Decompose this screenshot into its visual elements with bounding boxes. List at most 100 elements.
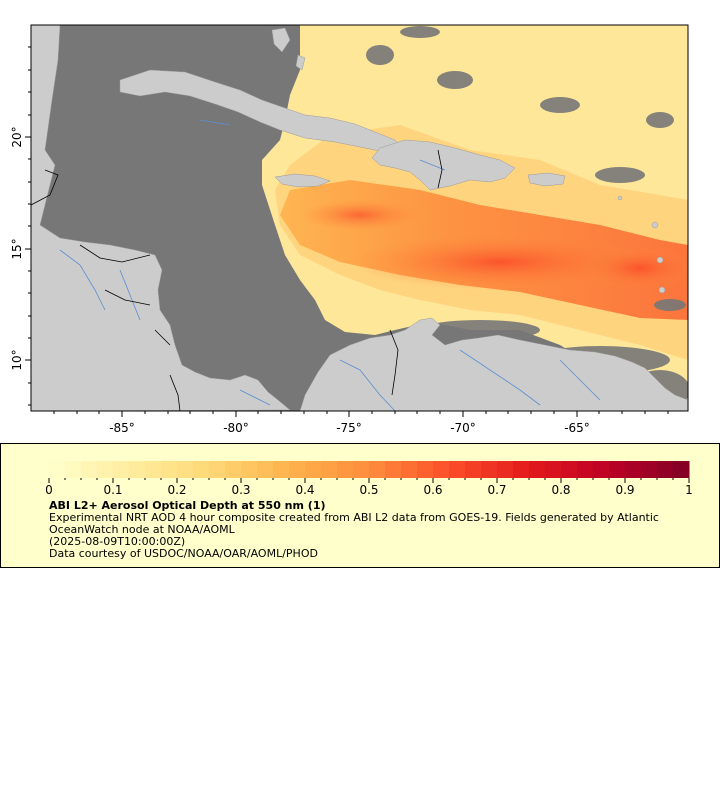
land-lesser-antilles <box>658 286 666 294</box>
x-tick-label: -80° <box>223 421 249 435</box>
colorbar-cell <box>321 461 338 478</box>
x-tick-label: -65° <box>564 421 590 435</box>
land-south-america <box>299 317 688 411</box>
colorbar-cell <box>129 461 146 478</box>
y-tick-label: 20° <box>10 126 24 147</box>
colorbar-cell <box>337 461 354 478</box>
colorbar-tick-label: 0.8 <box>551 483 570 497</box>
colorbar-cell <box>465 461 482 478</box>
aod-high-core-west <box>300 199 420 231</box>
colorbar-cell <box>113 461 130 478</box>
colorbar-cell <box>209 461 226 478</box>
colorbar-cell <box>529 461 546 478</box>
colorbar-cell <box>609 461 626 478</box>
cloud-gap <box>366 45 394 65</box>
colorbar-cell <box>225 461 242 478</box>
x-tick-label: -70° <box>450 421 476 435</box>
minor-ticks <box>28 46 669 414</box>
colorbar-cell <box>497 461 514 478</box>
colorbar-tick-label: 0.9 <box>615 483 634 497</box>
cloud-gap <box>654 299 686 311</box>
colorbar-cell <box>177 461 194 478</box>
colorbar-tick-label: 0.7 <box>487 483 506 497</box>
colorbar-cell <box>449 461 466 478</box>
land-layer <box>31 25 688 411</box>
colorbar-cell <box>385 461 402 478</box>
legend-credit: Data courtesy of USDOC/NOAA/OAR/AOML/PHO… <box>49 547 318 560</box>
x-tick-label: -85° <box>109 421 135 435</box>
land-bahamas <box>295 54 306 71</box>
aod-high-core-east <box>580 246 688 290</box>
colorbar: 0 0.1 0.2 0.3 0.4 0.5 0.6 0.7 0.8 0.9 1 <box>45 461 693 497</box>
colorbar-tick-label: 0.6 <box>423 483 442 497</box>
map-frame <box>30 24 689 412</box>
y-tick-marks <box>25 136 31 361</box>
colorbar-cell <box>625 461 642 478</box>
cloud-gap <box>400 26 440 38</box>
colorbar-cell <box>353 461 370 478</box>
colorbar-cell <box>257 461 274 478</box>
cloud-gap <box>420 320 540 340</box>
colorbar-tick-label: 0 <box>45 483 53 497</box>
legend-timestamp: (2025-08-09T10:00:00Z) <box>49 535 186 548</box>
land-hispaniola <box>371 139 516 191</box>
colorbar-cell <box>673 461 690 478</box>
land-puerto-rico <box>527 172 566 187</box>
colorbar-cell <box>49 461 66 478</box>
colorbar-cell <box>369 461 386 478</box>
colorbar-tick-label: 0.2 <box>167 483 186 497</box>
colorbar-cell <box>145 461 162 478</box>
land-bahamas <box>271 27 291 53</box>
colorbar-cell <box>545 461 562 478</box>
colorbar-cell <box>481 461 498 478</box>
colorbar-cell <box>577 461 594 478</box>
cloud-gap <box>540 97 580 113</box>
colorbar-cell <box>641 461 658 478</box>
colorbar-cell <box>289 461 306 478</box>
legend-panel: 0 0.1 0.2 0.3 0.4 0.5 0.6 0.7 0.8 0.9 1 ABI L2+ Ae… <box>0 443 720 568</box>
legend-text: ABI L2+ Aerosol Optical Depth at 550 nm … <box>49 500 689 560</box>
colorbar-cell <box>417 461 434 478</box>
land-lesser-antilles <box>656 256 664 264</box>
colorbar-tick-label: 1 <box>685 483 693 497</box>
colorbar-cell <box>657 461 674 478</box>
aod-high-core <box>350 234 650 290</box>
aod-map: -85° -80° -75° -70° -65° 20° 15° 10° <box>10 24 689 435</box>
colorbar-cell <box>241 461 258 478</box>
colorbar-labels: 0 0.1 0.2 0.3 0.4 0.5 0.6 0.7 0.8 0.9 1 <box>45 483 693 497</box>
cloud-gap <box>437 71 473 89</box>
colorbar-cells <box>49 461 690 478</box>
cloud-gap <box>595 167 645 183</box>
land-jamaica <box>274 173 331 188</box>
colorbar-cell <box>513 461 530 478</box>
colorbar-ticks <box>48 478 690 483</box>
colorbar-cell <box>81 461 98 478</box>
x-tick-marks <box>121 411 578 417</box>
land-central-america <box>31 25 291 411</box>
colorbar-cell <box>593 461 610 478</box>
legend-title: ABI L2+ Aerosol Optical Depth at 550 nm … <box>49 499 326 512</box>
colorbar-cell <box>561 461 578 478</box>
colorbar-tick-label: 0.3 <box>231 483 250 497</box>
colorbar-tick-label: 0.4 <box>295 483 314 497</box>
land-lesser-antilles <box>651 221 659 229</box>
colorbar-cell <box>97 461 114 478</box>
legend-description: Experimental NRT AOD 4 hour composite cr… <box>49 511 659 536</box>
colorbar-cell <box>305 461 322 478</box>
aod-layer <box>262 25 688 410</box>
colorbar-cell <box>401 461 418 478</box>
rivers <box>59 119 601 411</box>
cloud-gap <box>646 112 674 128</box>
colorbar-tick-label: 0.1 <box>103 483 122 497</box>
y-tick-label: 15° <box>10 238 24 259</box>
colorbar-cell <box>65 461 82 478</box>
colorbar-cell <box>161 461 178 478</box>
colorbar-cell <box>273 461 290 478</box>
colorbar-tick-label: 0.5 <box>359 483 378 497</box>
colorbar-cell <box>433 461 450 478</box>
x-tick-label: -75° <box>336 421 362 435</box>
y-tick-label: 10° <box>10 349 24 370</box>
borders <box>31 149 443 411</box>
land-lesser-antilles <box>617 195 623 201</box>
colorbar-cell <box>193 461 210 478</box>
